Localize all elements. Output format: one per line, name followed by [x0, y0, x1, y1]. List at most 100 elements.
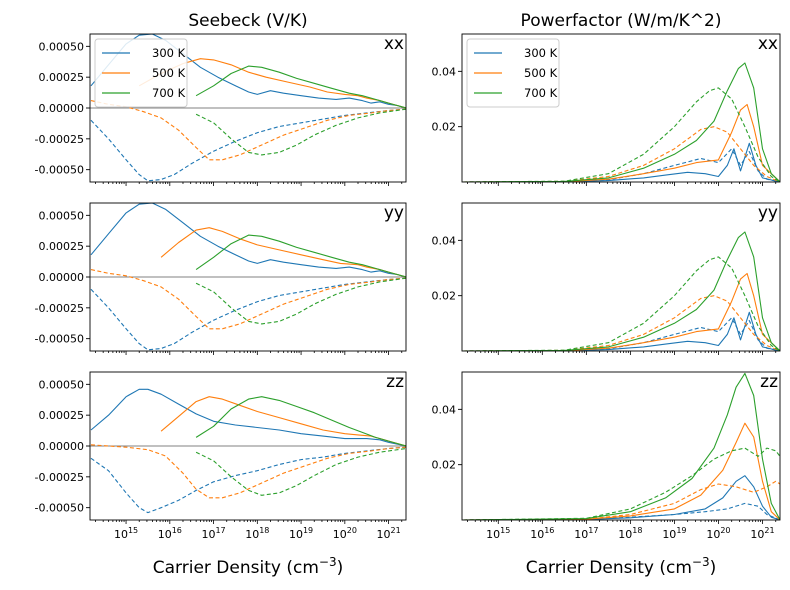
x-tick-label: 1021: [376, 526, 400, 541]
x-tick-exponent: 16: [544, 526, 554, 535]
series-line-300k-dashed: [463, 502, 780, 520]
x-tick-label: 1020: [333, 526, 357, 541]
legend-label: 700 K: [152, 86, 186, 100]
series-lines: [463, 62, 780, 182]
y-tick-label: 0.00025: [39, 71, 85, 84]
series-line-300k-solid: [90, 388, 406, 447]
series-line-500k-dashed: [90, 100, 406, 161]
series-line-500k-solid: [463, 103, 780, 182]
series-line-700k-dashed: [463, 256, 780, 351]
x-tick-exponent: 18: [632, 526, 642, 535]
legend: 300 K 500 K 700 K: [94, 38, 188, 108]
x-tick-base: 10: [530, 528, 544, 541]
x-tick-base: 10: [201, 528, 215, 541]
y-tick-label: 0.02: [432, 459, 457, 472]
legend: 300 K 500 K 700 K: [466, 38, 560, 108]
x-tick-exponent: 20: [347, 526, 357, 535]
y-tick-label: -0.00050: [35, 164, 84, 177]
x-tick-base: 10: [574, 528, 588, 541]
axes-frame: [461, 202, 781, 352]
x-tick-base: 10: [750, 528, 764, 541]
subplot-grid: 0.00050 0.00025 0.00000 -0.00025 -0.00050 xx 3…: [35, 33, 781, 541]
legend-label: 300 K: [524, 46, 558, 60]
x-tick-label: 1021: [750, 526, 774, 541]
y-tick-label: 0.00050: [39, 209, 85, 222]
series-line-300k-solid: [463, 311, 780, 351]
x-tick-exponent: 15: [500, 526, 510, 535]
subplot-seebeck-xx: 0.00050 0.00025 0.00000 -0.00025 -0.00050 xx 3…: [35, 33, 407, 186]
x-tick-label: 1020: [706, 526, 730, 541]
series-line-500k-solid: [463, 272, 780, 351]
x-tick-exponent: 19: [676, 526, 686, 535]
x-tick-label: 1015: [114, 526, 138, 541]
series-line-500k-solid: [160, 227, 406, 278]
x-tick-base: 10: [289, 528, 303, 541]
y-tick-label: 0.02: [432, 290, 457, 303]
subplot-powerfactor-xx: 0.04 0.02 xx 300 K 500 K 700 K: [432, 33, 781, 186]
legend-label: 500 K: [524, 66, 558, 80]
x-tick-label: 1017: [201, 526, 225, 541]
y-tick-label: -0.00050: [35, 502, 84, 515]
series-line-300k-dashed: [90, 277, 406, 351]
y-tick-label: 0.04: [432, 234, 457, 247]
legend-box: [466, 38, 560, 108]
series-line-700k-dashed: [195, 108, 406, 156]
y-tick-label: 0.00050: [39, 378, 85, 391]
series-line-700k-dashed: [463, 447, 780, 520]
legend-label: 700 K: [524, 86, 558, 100]
y-tick-label: -0.00025: [35, 302, 84, 315]
x-tick-base: 10: [245, 528, 259, 541]
x-tick-exponent: 16: [172, 526, 182, 535]
x-tick-base: 10: [706, 528, 720, 541]
series-lines: [90, 388, 406, 514]
x-tick-exponent: 20: [720, 526, 730, 535]
x-tick-label: 1019: [662, 526, 686, 541]
y-tick-label: -0.00025: [35, 133, 84, 146]
x-axis-label-right-exponent: −3: [692, 555, 710, 569]
series-line-700k-solid: [195, 65, 406, 109]
series-line-300k-dashed: [463, 148, 780, 182]
series-line-300k-dashed: [90, 446, 406, 514]
y-tick-label: 0.00050: [39, 40, 85, 53]
x-axis-label-left-close: ): [337, 558, 344, 578]
x-axis-label-right: Carrier Density (cm−3): [526, 555, 716, 578]
x-tick-exponent: 17: [588, 526, 598, 535]
series-lines: [463, 372, 780, 520]
series-line-700k-solid: [463, 62, 780, 182]
x-tick-label: 1016: [530, 526, 554, 541]
series-line-700k-dashed: [195, 447, 406, 496]
x-tick-label: 1019: [289, 526, 313, 541]
x-tick-base: 10: [333, 528, 347, 541]
x-tick-exponent: 21: [390, 526, 400, 535]
subplot-powerfactor-yy: 0.04 0.02 yy: [432, 202, 781, 355]
x-axis-label-right-base: Carrier Density (cm: [526, 558, 692, 578]
x-tick-label: 1015: [486, 526, 510, 541]
x-tick-exponent: 21: [764, 526, 774, 535]
component-label: xx: [758, 34, 778, 54]
series-lines: [463, 231, 780, 351]
component-label: zz: [386, 372, 404, 392]
series-line-500k-dashed: [90, 444, 406, 499]
x-axis-label-right-close: ): [710, 558, 717, 578]
series-lines: [90, 203, 406, 351]
series-line-500k-dashed: [463, 480, 780, 520]
x-axis-label-left: Carrier Density (cm−3): [153, 555, 343, 578]
series-line-700k-solid: [463, 231, 780, 351]
legend-label: 300 K: [152, 46, 186, 60]
x-tick-label: 1018: [245, 526, 269, 541]
x-tick-label: 1016: [158, 526, 182, 541]
series-line-300k-solid: [463, 142, 780, 182]
series-line-700k-solid: [195, 234, 406, 278]
legend-box: [94, 38, 188, 108]
x-axis-label-left-base: Carrier Density (cm: [153, 558, 319, 578]
y-tick-label: 0.00025: [39, 240, 85, 253]
series-line-500k-dashed: [90, 269, 406, 330]
series-line-500k-solid: [138, 58, 406, 109]
subplot-seebeck-yy: 0.00050 0.00025 0.00000 -0.00025 -0.00050 yy: [35, 202, 407, 355]
x-tick-exponent: 17: [215, 526, 225, 535]
series-line-300k-dashed: [90, 108, 406, 182]
series-line-500k-solid: [463, 422, 780, 520]
y-tick-label: 0.00000: [39, 102, 85, 115]
